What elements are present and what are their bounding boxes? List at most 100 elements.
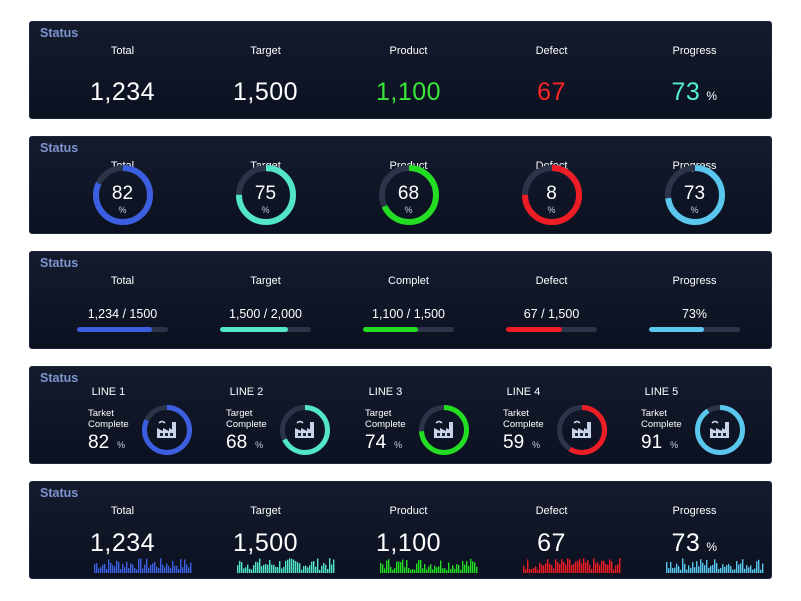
panel-title: Status bbox=[40, 26, 79, 40]
stat-label: Defect bbox=[535, 505, 568, 517]
spark-bar bbox=[319, 569, 321, 573]
spark-bar bbox=[545, 563, 547, 573]
spark-bar bbox=[722, 564, 724, 573]
spark-bar bbox=[571, 565, 573, 573]
progress-ring bbox=[379, 165, 439, 225]
spark-bar bbox=[325, 564, 327, 573]
spark-bar bbox=[307, 567, 309, 573]
line-stat-line-2: LINE 2 Target Complete 68% bbox=[175, 367, 330, 465]
spark-bar bbox=[329, 558, 331, 573]
line-ring bbox=[279, 404, 331, 456]
spark-bar bbox=[603, 560, 605, 573]
spark-bar bbox=[456, 564, 458, 573]
line-ring bbox=[141, 404, 193, 456]
spark-bar bbox=[746, 565, 748, 573]
spark-bar bbox=[259, 558, 261, 573]
spark-bar bbox=[283, 566, 285, 573]
sparkline bbox=[523, 558, 621, 573]
spark-bar bbox=[426, 569, 428, 573]
spark-bar bbox=[716, 563, 718, 573]
ring-stat-defect: Defect 8% bbox=[480, 137, 623, 235]
spark-bar bbox=[474, 562, 476, 573]
spark-bar bbox=[595, 563, 597, 573]
stat-label: Total bbox=[110, 505, 135, 517]
line-value: 59% bbox=[503, 432, 541, 453]
spark-bar bbox=[172, 560, 174, 573]
spark-bar bbox=[273, 564, 275, 573]
spark-bar bbox=[295, 561, 297, 573]
line-value: 68% bbox=[226, 432, 264, 453]
spark-bar bbox=[539, 562, 541, 573]
spark-bar bbox=[450, 568, 452, 573]
spark-bar bbox=[100, 567, 102, 573]
spark-bar bbox=[382, 564, 384, 573]
spark-bar bbox=[464, 564, 466, 573]
spark-bar bbox=[605, 563, 607, 573]
progress-ring bbox=[419, 405, 469, 455]
spark-bar bbox=[549, 563, 551, 573]
spark-bar bbox=[120, 569, 122, 573]
spark-bar bbox=[672, 567, 674, 573]
spark-bar bbox=[142, 568, 144, 573]
line-stat-line-1: LINE 1 Tarket Complete 82% bbox=[37, 367, 192, 465]
spark-bar bbox=[736, 561, 738, 573]
spark-bar bbox=[551, 564, 553, 573]
progress-ring bbox=[665, 165, 725, 225]
spark-bar bbox=[140, 558, 142, 573]
spark-bar bbox=[311, 561, 313, 573]
spark-bar bbox=[398, 561, 400, 573]
spark-bar bbox=[573, 564, 575, 573]
spark-bar bbox=[738, 564, 740, 573]
spark-bar bbox=[108, 559, 110, 573]
spark-bar bbox=[406, 560, 408, 573]
stat-value: 73% bbox=[671, 78, 718, 106]
spark-bar bbox=[698, 566, 700, 573]
line-value: 74% bbox=[365, 432, 403, 453]
line-name: LINE 2 bbox=[229, 386, 264, 398]
line-stat-line-5: LINE 5 Tarket Complete 91% bbox=[590, 367, 745, 465]
spark-bar bbox=[581, 563, 583, 573]
progress-ring bbox=[695, 405, 745, 455]
spark-bar bbox=[434, 565, 436, 573]
spark-bar bbox=[237, 565, 239, 573]
bar-stat-total: Total 1,234 / 1500 bbox=[51, 252, 194, 350]
spark-bar bbox=[402, 559, 404, 573]
progress-fill bbox=[220, 327, 289, 332]
spark-bar bbox=[531, 569, 533, 573]
spark-bar bbox=[708, 567, 710, 573]
spark-bar bbox=[281, 568, 283, 573]
spark-bar bbox=[122, 564, 124, 573]
spark-bar bbox=[599, 565, 601, 573]
spark-bar bbox=[742, 559, 744, 573]
spark-bar bbox=[245, 567, 247, 573]
line-name: LINE 3 bbox=[368, 386, 403, 398]
line-ring bbox=[418, 404, 470, 456]
status-panel-sparklines: Status Total 1,234 Target 1,500 Product 1,100… bbox=[29, 481, 772, 579]
spark-bar bbox=[255, 561, 257, 573]
ring-progress bbox=[142, 405, 192, 455]
spark-bar bbox=[730, 566, 732, 573]
spark-bar bbox=[267, 564, 269, 573]
spark-bar bbox=[704, 565, 706, 573]
stat-unit: % bbox=[706, 540, 718, 554]
line-stat-line-3: LINE 3 Target Complete 74% bbox=[314, 367, 469, 465]
ring-value: 73 bbox=[683, 183, 706, 204]
spark-bar bbox=[150, 564, 152, 573]
spark-bar bbox=[261, 566, 263, 573]
spark-bar bbox=[162, 564, 164, 573]
spark-bar bbox=[156, 566, 158, 573]
spark-bar bbox=[553, 568, 555, 573]
stat-fraction: 1,500 / 2,000 bbox=[229, 307, 302, 321]
line-stat-line-4: LINE 4 Tarket Complete 59% bbox=[452, 367, 607, 465]
spark-bar bbox=[720, 568, 722, 573]
status-panel-rings: Status Total 82% Target 75% Product 68% Defect… bbox=[29, 136, 772, 234]
spark-bar bbox=[541, 564, 543, 573]
spark-bar bbox=[523, 565, 525, 573]
spark-bar bbox=[257, 562, 259, 573]
stat-progress: Progress 73% bbox=[623, 22, 766, 120]
spark-bar bbox=[724, 566, 726, 573]
factory-icon bbox=[295, 420, 314, 438]
spark-bar bbox=[559, 564, 561, 573]
sparkline bbox=[237, 558, 335, 573]
spark-bar bbox=[688, 565, 690, 573]
